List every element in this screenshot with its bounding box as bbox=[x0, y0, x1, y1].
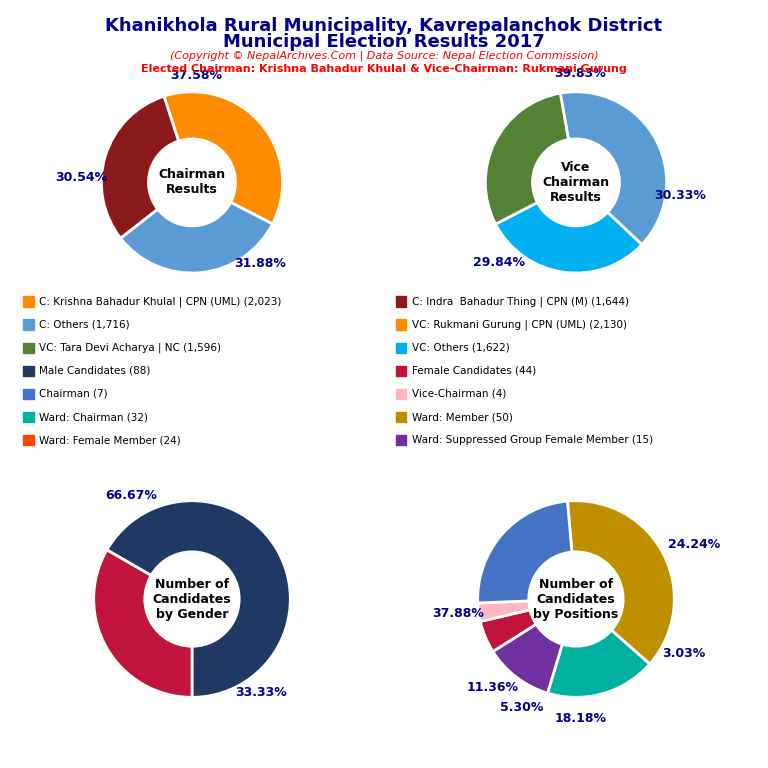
Wedge shape bbox=[493, 624, 562, 694]
Text: 11.36%: 11.36% bbox=[466, 681, 518, 694]
Text: 33.33%: 33.33% bbox=[235, 686, 286, 699]
Text: 37.58%: 37.58% bbox=[170, 69, 223, 82]
Text: 3.03%: 3.03% bbox=[663, 647, 706, 660]
Text: 30.33%: 30.33% bbox=[654, 190, 706, 203]
Text: Vice
Chairman
Results: Vice Chairman Results bbox=[542, 161, 610, 204]
Text: 37.88%: 37.88% bbox=[432, 607, 484, 621]
Text: 29.84%: 29.84% bbox=[473, 256, 525, 269]
Text: Number of
Candidates
by Gender: Number of Candidates by Gender bbox=[153, 578, 231, 621]
Wedge shape bbox=[164, 92, 283, 224]
Text: Chairman
Results: Chairman Results bbox=[158, 168, 226, 197]
Text: 5.30%: 5.30% bbox=[500, 700, 544, 713]
Text: Ward: Member (50): Ward: Member (50) bbox=[412, 412, 512, 422]
Text: Municipal Election Results 2017: Municipal Election Results 2017 bbox=[223, 33, 545, 51]
Wedge shape bbox=[478, 601, 530, 621]
Text: 31.88%: 31.88% bbox=[234, 257, 286, 270]
Wedge shape bbox=[568, 501, 674, 664]
Text: Ward: Suppressed Group Female Member (15): Ward: Suppressed Group Female Member (15… bbox=[412, 435, 653, 445]
Text: (Copyright © NepalArchives.Com | Data Source: Nepal Election Commission): (Copyright © NepalArchives.Com | Data So… bbox=[170, 51, 598, 61]
Text: VC: Rukmani Gurung | CPN (UML) (2,130): VC: Rukmani Gurung | CPN (UML) (2,130) bbox=[412, 319, 627, 330]
Text: VC: Tara Devi Acharya | NC (1,596): VC: Tara Devi Acharya | NC (1,596) bbox=[39, 343, 221, 353]
Text: 66.67%: 66.67% bbox=[105, 489, 157, 502]
Text: 39.83%: 39.83% bbox=[554, 67, 607, 80]
Text: 30.54%: 30.54% bbox=[55, 171, 108, 184]
Wedge shape bbox=[548, 631, 650, 697]
Wedge shape bbox=[478, 501, 572, 603]
Wedge shape bbox=[561, 92, 667, 245]
Text: C: Others (1,716): C: Others (1,716) bbox=[39, 319, 130, 330]
Text: Vice-Chairman (4): Vice-Chairman (4) bbox=[412, 389, 506, 399]
Text: Ward: Chairman (32): Ward: Chairman (32) bbox=[39, 412, 148, 422]
Wedge shape bbox=[485, 93, 568, 224]
Wedge shape bbox=[121, 202, 273, 273]
Text: VC: Others (1,622): VC: Others (1,622) bbox=[412, 343, 509, 353]
Wedge shape bbox=[480, 610, 536, 651]
Wedge shape bbox=[495, 203, 642, 273]
Text: 24.24%: 24.24% bbox=[668, 538, 720, 551]
Text: C: Krishna Bahadur Khulal | CPN (UML) (2,023): C: Krishna Bahadur Khulal | CPN (UML) (2… bbox=[39, 296, 282, 307]
Text: 18.18%: 18.18% bbox=[555, 713, 607, 726]
Text: Female Candidates (44): Female Candidates (44) bbox=[412, 366, 536, 376]
Text: Male Candidates (88): Male Candidates (88) bbox=[39, 366, 151, 376]
Text: Chairman (7): Chairman (7) bbox=[39, 389, 108, 399]
Text: Ward: Female Member (24): Ward: Female Member (24) bbox=[39, 435, 181, 445]
Wedge shape bbox=[94, 550, 192, 697]
Text: C: Indra  Bahadur Thing | CPN (M) (1,644): C: Indra Bahadur Thing | CPN (M) (1,644) bbox=[412, 296, 629, 307]
Text: Elected Chairman: Krishna Bahadur Khulal & Vice-Chairman: Rukmani Gurung: Elected Chairman: Krishna Bahadur Khulal… bbox=[141, 64, 627, 74]
Wedge shape bbox=[101, 96, 178, 238]
Wedge shape bbox=[107, 501, 290, 697]
Text: Khanikhola Rural Municipality, Kavrepalanchok District: Khanikhola Rural Municipality, Kavrepala… bbox=[105, 17, 663, 35]
Text: Number of
Candidates
by Positions: Number of Candidates by Positions bbox=[533, 578, 619, 621]
